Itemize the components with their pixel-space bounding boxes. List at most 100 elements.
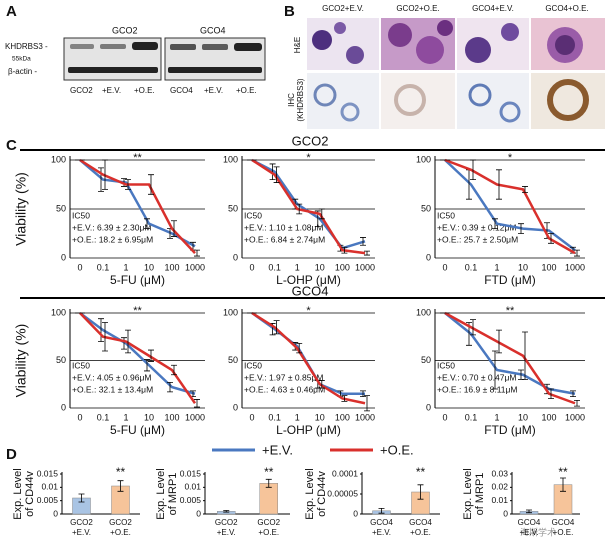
x-tick-label: 0 xyxy=(77,262,82,272)
x-tick-label: GCO4 +E.V. xyxy=(370,518,393,537)
column-label: GCO4+E.V. xyxy=(472,4,514,13)
y-axis-label: Exp. Level xyxy=(155,468,167,519)
error-bar xyxy=(167,381,173,393)
significance: ** xyxy=(264,465,274,479)
error-bar xyxy=(296,343,303,354)
x-tick-label: 100 xyxy=(164,262,179,272)
x-tick-label: 0.1 xyxy=(465,412,478,422)
line xyxy=(444,158,576,255)
x-tick-label: 10 xyxy=(518,412,528,422)
x-tick-label: 100 xyxy=(335,412,350,422)
ic50-text: +E.V.: 6.39 ± 2.30μM xyxy=(72,222,151,232)
y-tick-label: 50 xyxy=(228,355,238,365)
line xyxy=(444,311,576,405)
x-tick-label: GCO2 +O.E. xyxy=(109,518,132,537)
x-tick-label: 0.1 xyxy=(465,262,478,272)
line xyxy=(79,158,196,254)
y-axis-label: Viability (%) xyxy=(13,172,29,246)
significance: ** xyxy=(558,465,568,479)
error-bar xyxy=(78,493,85,503)
error-bar xyxy=(148,349,154,362)
ic50-text: +O.E.: 18.2 ± 6.95μM xyxy=(72,234,153,244)
error-bar xyxy=(125,179,131,190)
y-tick-label: 100 xyxy=(223,307,238,317)
x-tick-label: 0.1 xyxy=(268,262,281,272)
x-tick-label: 0.1 xyxy=(97,262,110,272)
row-label: IHC xyxy=(287,93,296,107)
y-tick-label: 100 xyxy=(51,154,66,164)
y-tick-label: 0 xyxy=(353,508,358,518)
significance: ** xyxy=(133,305,142,317)
error-bar xyxy=(341,246,348,254)
y-tick-label: 100 xyxy=(51,307,66,317)
ic50-text: IC50 xyxy=(437,360,455,370)
x-axis-label: FTD (μM) xyxy=(484,423,536,437)
error-bar xyxy=(492,350,498,390)
y-axis-label: Exp. Level xyxy=(304,468,316,519)
ic50-text: IC50 xyxy=(244,210,262,220)
y-axis-label: Viability (%) xyxy=(13,324,29,398)
x-tick-label: 10 xyxy=(315,412,325,422)
error-bar xyxy=(364,395,370,412)
x-axis-label: 5-FU (μM) xyxy=(110,423,165,437)
y-tick-label: 0 xyxy=(53,508,58,518)
y-tick-label: 0 xyxy=(233,402,238,412)
y-axis-label: Exp. Level xyxy=(12,468,24,519)
error-bar xyxy=(144,218,150,229)
row-label: H&E xyxy=(293,37,302,53)
lane-label: +O.E. xyxy=(236,86,257,95)
bands xyxy=(68,42,262,73)
x-axis-label: 5-FU (μM) xyxy=(110,273,165,287)
x-tick-label: 100 xyxy=(335,262,350,272)
y-tick-label: 0.01 xyxy=(41,482,58,492)
ic50-text: IC50 xyxy=(437,210,455,220)
lane-label: GCO4 xyxy=(170,86,193,95)
error-bar xyxy=(574,400,580,407)
error-bar xyxy=(125,329,131,354)
x-axis-label: L-OHP (μM) xyxy=(276,273,341,287)
error-bar xyxy=(360,390,366,397)
x-tick-label: 10 xyxy=(315,262,325,272)
y-tick-label: 50 xyxy=(421,355,431,365)
y-tick-label: 0.03 xyxy=(491,468,508,478)
error-bar xyxy=(273,166,280,183)
y-tick-label: 0 xyxy=(426,252,431,262)
x-tick-label: GCO2 +O.E. xyxy=(257,518,280,537)
y-tick-label: 100 xyxy=(416,307,431,317)
line xyxy=(79,312,197,404)
error-bar xyxy=(117,480,124,492)
y-tick-label: 100 xyxy=(223,154,238,164)
error-bar xyxy=(223,510,230,513)
x-tick-label: GCO4 +O.E. xyxy=(552,518,575,537)
ic50-text: IC50 xyxy=(72,360,90,370)
error-bar xyxy=(496,169,502,200)
y-tick-label: 0.01 xyxy=(184,482,201,492)
panel-label: A xyxy=(6,3,17,20)
x-tick-label: 1 xyxy=(123,412,128,422)
x-tick-label: 0.1 xyxy=(97,412,110,422)
y-axis-label: of MRP1 xyxy=(167,473,179,516)
x-tick-label: 100 xyxy=(164,412,179,422)
line xyxy=(444,312,576,395)
group-label: GCO2 xyxy=(112,25,138,35)
error-bar xyxy=(574,249,580,257)
x-tick-label: 0 xyxy=(249,262,254,272)
ic50-text: +O.E.: 6.84 ± 2.74μM xyxy=(244,234,325,244)
error-bar xyxy=(364,250,370,256)
column-label: GCO4+O.E. xyxy=(545,4,588,13)
panel-label: D xyxy=(6,446,17,463)
y-tick-label: 0 xyxy=(233,252,238,262)
significance: * xyxy=(306,152,311,164)
x-tick-label: 1000 xyxy=(355,412,375,422)
error-bar xyxy=(526,509,532,514)
ic50-text: +E.V.: 0.39 ± 0.12μM xyxy=(437,222,516,232)
error-bar xyxy=(570,390,576,397)
row-label: 55kDa xyxy=(12,56,31,63)
error-bar xyxy=(273,320,280,335)
error-bar xyxy=(548,233,554,244)
significance: * xyxy=(508,152,513,164)
x-tick-label: 1 xyxy=(295,262,300,272)
column-label: GCO2+E.V. xyxy=(322,4,364,13)
y-tick-label: 50 xyxy=(421,203,431,213)
